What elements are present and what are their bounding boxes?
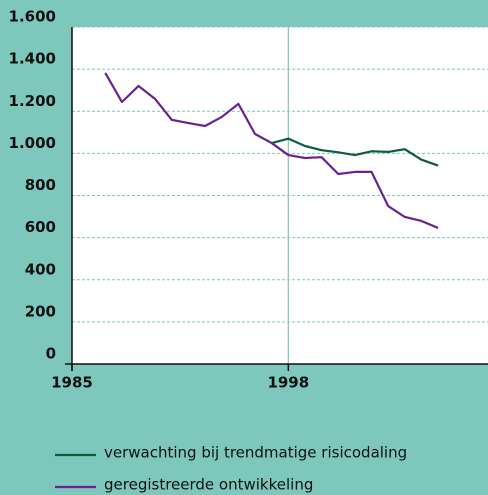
x-tick-label: 1998 (267, 374, 309, 392)
y-tick-label: 1.000 (9, 134, 56, 152)
y-tick-label: 0 (46, 345, 56, 363)
series-line (104, 72, 439, 229)
y-tick-label: 1.200 (9, 92, 56, 110)
y-tick-label: 400 (25, 260, 56, 278)
y-tick-label: 600 (25, 218, 56, 236)
y-tick-label: 800 (25, 176, 56, 194)
legend-label: verwachting bij trendmatige risicodaling (104, 444, 407, 462)
y-tick-label: 1.400 (9, 50, 56, 68)
legend-label: geregistreerde ontwikkeling (104, 476, 313, 494)
y-tick-label: 200 (25, 302, 56, 320)
y-tick-label: 1.600 (9, 8, 56, 26)
x-tick-label: 1985 (51, 374, 93, 392)
series-line (271, 137, 439, 167)
